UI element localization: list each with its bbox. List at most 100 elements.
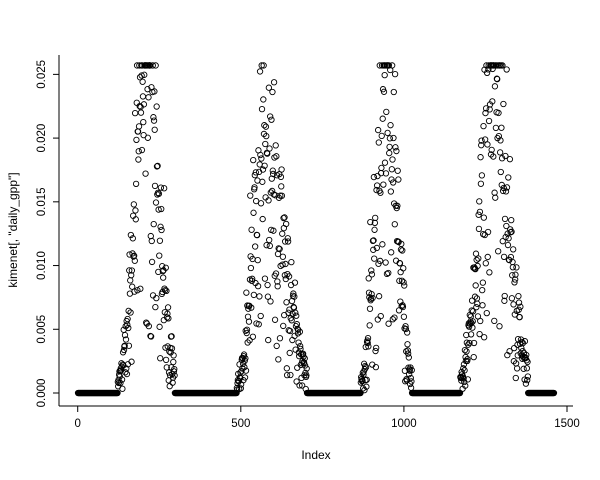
data-point <box>157 355 164 362</box>
data-point <box>379 115 386 122</box>
data-point <box>478 142 485 149</box>
data-point <box>366 322 373 329</box>
data-point <box>522 380 530 387</box>
data-point <box>502 152 509 160</box>
data-point <box>135 148 142 155</box>
data-point <box>158 205 165 213</box>
data-point <box>127 231 135 239</box>
data-point <box>478 172 486 179</box>
data-point <box>495 109 502 117</box>
data-point <box>485 117 493 125</box>
axis-layer: 0 500 1000 1500 0.000 0.005 0.010 0.015 0.020 0.0… <box>36 55 580 430</box>
data-point <box>380 88 388 95</box>
data-point <box>402 323 409 330</box>
data-point <box>122 336 130 343</box>
data-point <box>282 220 290 228</box>
data-point <box>125 324 132 332</box>
data-point <box>248 304 255 311</box>
data-point <box>512 374 519 382</box>
data-point <box>241 364 248 371</box>
data-point <box>150 114 157 121</box>
data-point <box>374 182 381 189</box>
x-tick-label: 500 <box>231 418 250 430</box>
data-point <box>399 303 407 311</box>
data-point <box>505 174 512 181</box>
data-point <box>365 275 372 282</box>
data-point <box>258 105 266 113</box>
data-point <box>170 358 177 366</box>
data-point <box>278 166 285 173</box>
data-point <box>524 377 531 384</box>
data-point <box>518 338 525 346</box>
data-point <box>400 313 408 320</box>
data-point <box>387 122 394 129</box>
data-point <box>383 108 390 116</box>
data-point <box>263 242 270 249</box>
data-point <box>483 309 490 317</box>
data-point <box>288 258 295 266</box>
data-point <box>484 141 491 148</box>
data-point <box>380 181 387 188</box>
data-point <box>257 200 265 207</box>
data-point <box>141 71 148 78</box>
data-point <box>497 137 504 144</box>
data-point <box>145 322 152 330</box>
data-point <box>471 293 479 300</box>
data-point <box>468 307 475 314</box>
data-point <box>256 68 264 75</box>
data-point <box>270 227 277 234</box>
data-point <box>142 170 149 177</box>
data-point <box>407 384 415 391</box>
data-point <box>499 62 506 69</box>
data-point <box>124 321 131 328</box>
data-point <box>382 170 390 177</box>
data-point <box>246 337 253 344</box>
data-point <box>504 241 512 249</box>
data-point <box>470 353 477 361</box>
data-point <box>243 326 251 333</box>
data-point <box>365 343 372 350</box>
data-point <box>153 294 160 302</box>
x-axis-label: Index <box>301 448 330 462</box>
data-point <box>524 358 531 366</box>
data-point <box>523 365 531 372</box>
data-point <box>163 314 171 321</box>
data-point <box>376 257 384 265</box>
data-point <box>239 360 247 367</box>
data-point <box>375 139 382 146</box>
data-point <box>508 216 515 224</box>
data-point <box>491 83 499 90</box>
data-point <box>486 269 493 276</box>
data-point <box>273 342 280 350</box>
data-point <box>482 260 489 267</box>
data-point <box>506 156 514 163</box>
data-point <box>133 136 140 143</box>
data-point <box>154 162 161 170</box>
data-point <box>490 153 497 160</box>
data-point <box>158 226 165 234</box>
data-point <box>303 372 310 379</box>
data-point <box>148 237 155 245</box>
y-tick-label: 0.005 <box>36 315 48 344</box>
data-point <box>277 173 285 181</box>
data-point <box>298 382 306 389</box>
data-point <box>475 211 482 218</box>
data-point <box>493 62 500 69</box>
data-point <box>389 156 396 163</box>
data-point <box>469 324 476 331</box>
data-point <box>481 231 488 239</box>
data-point <box>484 253 491 261</box>
data-point <box>151 126 158 133</box>
data-point <box>480 122 487 130</box>
data-point <box>157 184 165 191</box>
data-point <box>499 238 506 245</box>
data-point <box>285 309 292 316</box>
data-point <box>383 270 391 278</box>
data-point <box>279 261 286 268</box>
data-point <box>517 336 525 343</box>
data-point <box>140 101 148 108</box>
data-point <box>163 364 170 371</box>
data-point <box>271 316 279 323</box>
data-point <box>404 329 411 336</box>
